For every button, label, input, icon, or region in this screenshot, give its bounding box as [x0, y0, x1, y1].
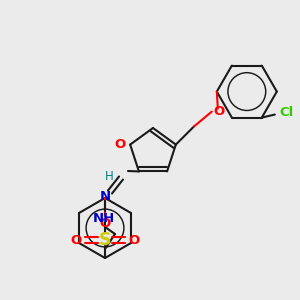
Text: O: O [71, 233, 82, 247]
Text: N: N [99, 190, 111, 202]
Text: S: S [99, 231, 111, 249]
Text: O: O [99, 217, 111, 230]
Text: NH: NH [93, 212, 115, 224]
Text: O: O [114, 138, 125, 151]
Text: O: O [128, 233, 139, 247]
Text: Cl: Cl [280, 106, 294, 119]
Text: H: H [105, 170, 113, 184]
Text: O: O [214, 105, 225, 118]
